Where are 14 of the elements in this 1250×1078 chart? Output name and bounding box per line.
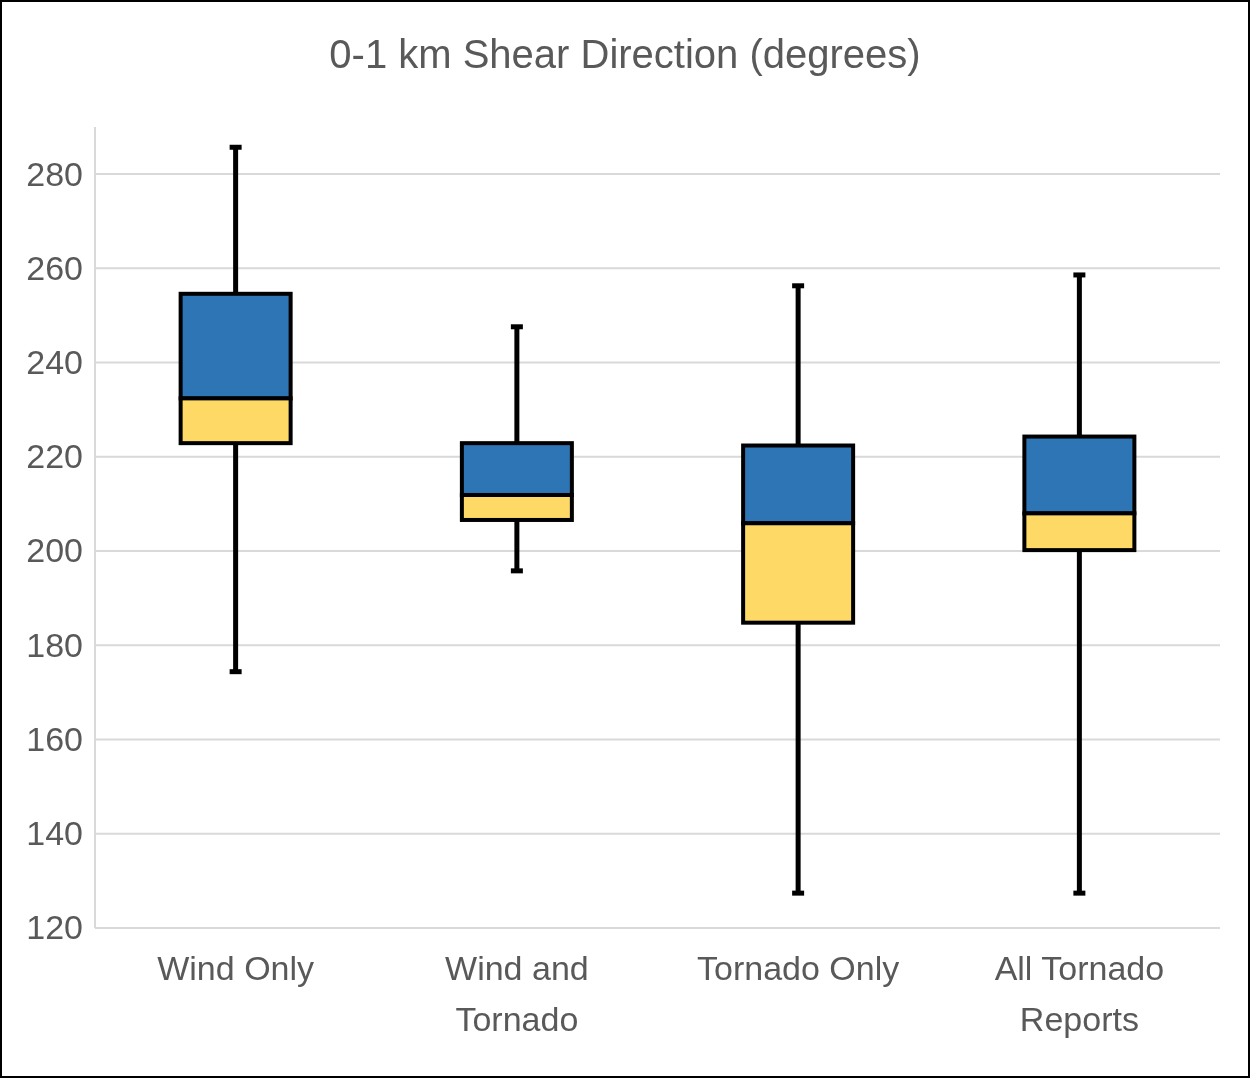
y-tick-label: 200 — [26, 531, 83, 570]
y-tick-label: 280 — [26, 154, 83, 193]
x-tick-label: Wind and Tornado — [445, 949, 589, 1039]
y-tick-label: 220 — [26, 437, 83, 476]
y-tick-label: 180 — [26, 625, 83, 664]
y-tick-label: 240 — [26, 342, 83, 381]
y-tick-label: 140 — [26, 814, 83, 853]
x-tick-label: Wind Only — [157, 949, 315, 988]
y-tick-label: 260 — [26, 248, 83, 287]
x-tick-label: All Tornado Reports — [994, 949, 1165, 1039]
x-tick-label: Tornado Only — [697, 949, 900, 988]
y-tick-label: 120 — [26, 908, 83, 947]
chart-title: 0-1 km Shear Direction (degrees) — [329, 32, 921, 76]
y-tick-label: 160 — [26, 719, 83, 758]
